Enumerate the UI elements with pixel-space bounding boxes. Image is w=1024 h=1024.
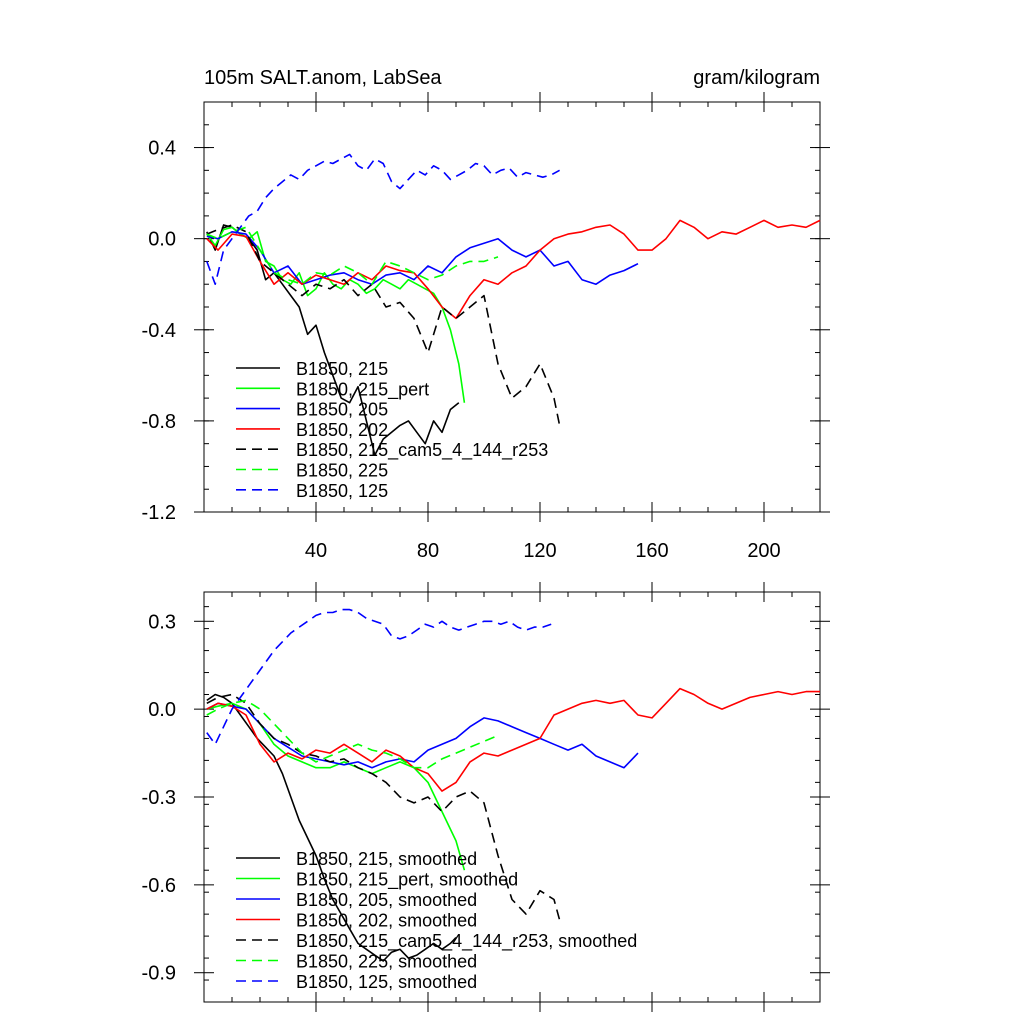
x-tick-label: 160 [635,540,668,562]
legend-label: B1850, 215_pert, smoothed [296,870,518,891]
legend-label: B1850, 215 [296,359,388,379]
series-line [206,702,466,871]
y-tick-label: -0.8 [142,411,176,433]
y-tick-label: -0.9 [142,963,176,985]
series-line [206,687,820,792]
series-line [206,226,499,285]
y-tick-label: 0.0 [148,229,176,251]
series-line [206,699,499,769]
series-line [206,219,821,320]
y-tick-label: -0.3 [142,787,176,809]
series-line [206,226,466,403]
legend-label: B1850, 215_cam5_4_144_r253, smoothed [296,931,637,952]
y-tick-label: 0.4 [148,138,176,160]
legend-label: B1850, 205 [296,400,388,420]
legend-label: B1850, 225 [296,461,388,481]
units-label: gram/kilogram [693,67,820,89]
series-line [206,693,561,921]
legend-label: B1850, 215_pert [296,379,429,400]
y-tick-label: -1.2 [142,502,176,524]
series-line [206,153,560,285]
y-tick-label: -0.6 [142,875,176,897]
legend-label: B1850, 215, smoothed [296,849,477,869]
x-tick-label: 40 [305,540,327,562]
y-tick-label: 0.0 [148,699,176,721]
legend-label: B1850, 125 [296,481,388,501]
series-line [206,608,552,746]
series-line [206,231,639,285]
x-tick-label: 200 [747,540,780,562]
legend-label: B1850, 125, smoothed [296,972,477,992]
x-tick-label: 80 [417,540,439,562]
series-line [206,224,561,426]
top-panel: 40 80 120 160 200 -1.2 -0.8 -0.4 0.0 0.4 105m SALT… [142,67,830,562]
chart-title: 105m SALT.anom, LabSea [204,67,442,89]
legend-label: B1850, 202 [296,420,388,440]
series-line [206,693,457,962]
x-tick-label: 120 [523,540,556,562]
y-tick-label: -0.4 [142,320,176,342]
legend-label: B1850, 215_cam5_4_144_r253 [296,440,548,461]
y-tick-label: 0.3 [148,611,176,633]
legend-label: B1850, 225, smoothed [296,952,477,972]
legend-label: B1850, 202, smoothed [296,911,477,931]
series-line [206,702,639,769]
legend-label: B1850, 205, smoothed [296,890,477,910]
